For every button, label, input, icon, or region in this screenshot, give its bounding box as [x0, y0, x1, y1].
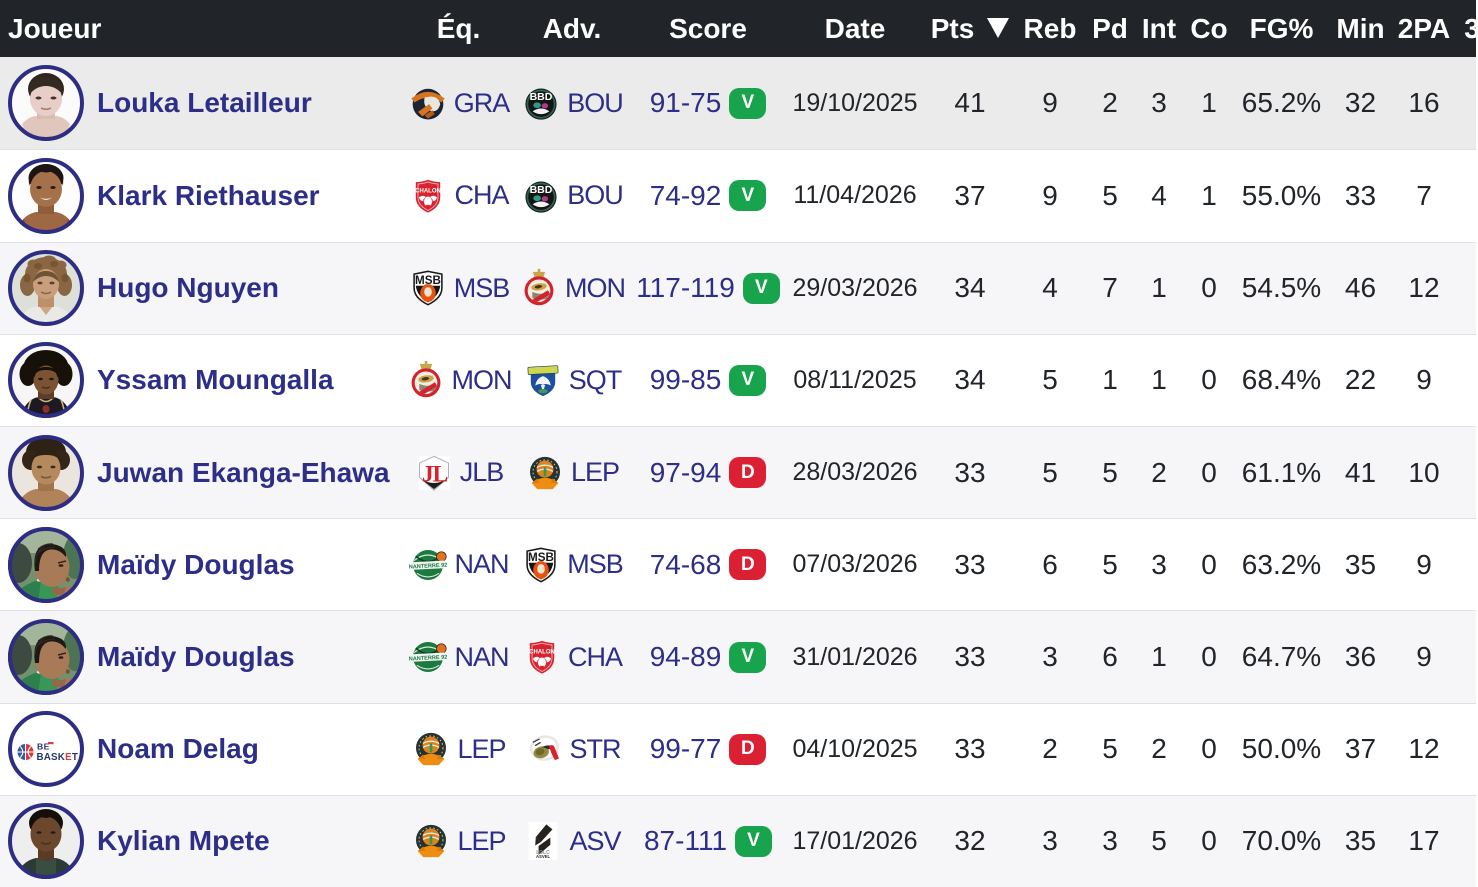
svg-text:BE: BE — [37, 742, 50, 752]
svg-text:BASKET: BASKET — [37, 752, 79, 763]
